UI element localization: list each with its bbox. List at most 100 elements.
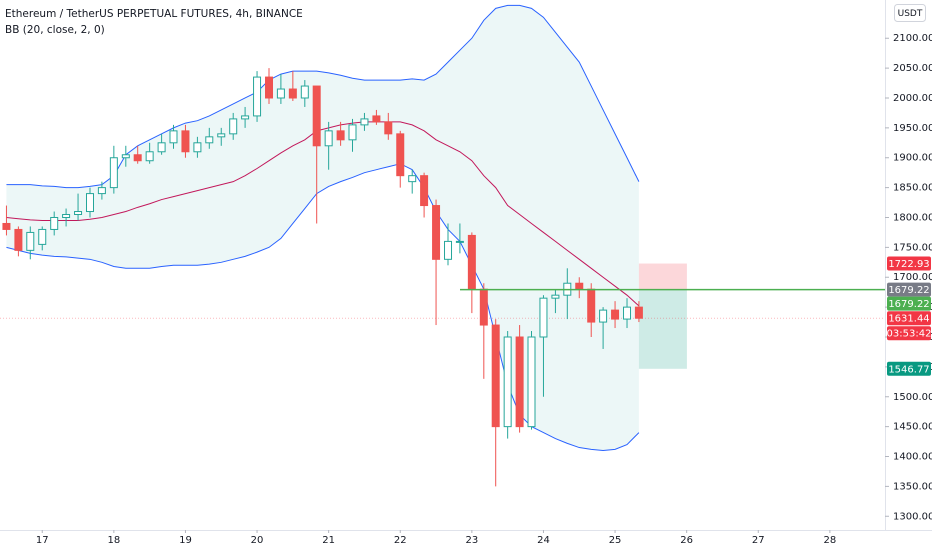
candle-body: [276, 88, 285, 99]
position-target-zone: [638, 289, 687, 369]
currency-label: USDT: [898, 9, 923, 19]
candle-body: [539, 297, 548, 338]
candle-body: [587, 288, 596, 323]
last-price-tag-label: 1631.44: [888, 314, 929, 325]
y-tick-label: 1500.00: [893, 392, 932, 403]
candle-body: [253, 76, 262, 117]
y-tick-label: 1300.00: [893, 511, 932, 522]
x-tick-label: 26: [680, 535, 693, 546]
entry-tag-label: 1679.22: [888, 299, 929, 310]
chart-title: Ethereum / TetherUS PERPETUAL FUTURES, 4…: [5, 8, 303, 20]
entry-tag: [887, 296, 931, 311]
x-tick-label: 18: [107, 535, 120, 546]
y-tick-label: 1750.00: [893, 242, 932, 253]
y-tick-label: 1850.00: [893, 183, 932, 194]
y-tick-label: 1900.00: [893, 153, 932, 164]
candle-body: [26, 231, 35, 251]
candle-body: [241, 115, 250, 120]
candle-body: [503, 336, 512, 428]
candle-body: [62, 214, 71, 218]
candle-body: [109, 157, 118, 189]
y-tick-label: 2100.00: [893, 33, 932, 44]
candle-body: [74, 211, 83, 216]
candle-body: [336, 130, 345, 141]
position-stop-zone: [638, 263, 687, 290]
target-tag-label: 1546.77: [888, 364, 929, 375]
candle-body: [193, 142, 202, 153]
candle-body: [300, 85, 309, 99]
x-tick-label: 28: [823, 535, 836, 546]
candle-body: [181, 130, 190, 153]
countdown-tag: [887, 326, 931, 341]
candle-body: [372, 115, 381, 123]
x-tick-label: 19: [179, 535, 192, 546]
candle-body: [348, 124, 357, 141]
candle-body: [455, 240, 464, 243]
candle-body: [324, 130, 333, 147]
candle-body: [265, 76, 274, 99]
x-tick-label: 25: [609, 535, 622, 546]
band-fill: [6, 5, 639, 451]
candle-body: [611, 309, 620, 320]
candle-body: [86, 193, 95, 213]
candle-body: [408, 175, 417, 183]
candle-body: [444, 240, 453, 260]
x-tick-label: 20: [251, 535, 264, 546]
candle-body: [360, 118, 369, 126]
y-tick-label: 1450.00: [893, 422, 932, 433]
candle-body: [121, 154, 130, 159]
candle-body: [2, 222, 11, 230]
x-tick-label: 23: [465, 535, 478, 546]
candle-body: [205, 136, 214, 144]
candle-body: [491, 324, 500, 428]
candle-body: [420, 175, 429, 207]
candle-body: [623, 306, 632, 320]
countdown-label: 03:53:42: [887, 329, 932, 340]
candle-body: [97, 187, 106, 195]
y-tick-label: 2050.00: [893, 63, 932, 74]
candle-body: [133, 154, 142, 162]
candle-body: [288, 88, 297, 99]
y-tick-label: 1700.00: [893, 272, 932, 283]
candle-body: [599, 309, 608, 323]
x-tick-label: 21: [322, 535, 335, 546]
line-tag-label: 1679.22: [888, 285, 929, 296]
candle-body: [467, 234, 476, 290]
y-tick-label: 1950.00: [893, 123, 932, 134]
stop-tag: [887, 256, 931, 271]
candle-body: [575, 282, 584, 290]
candle-body: [634, 306, 643, 319]
candle-body: [145, 151, 154, 162]
line-tag: [887, 282, 931, 297]
candle-body: [312, 85, 321, 147]
candle-body: [396, 133, 405, 177]
candle-body: [384, 121, 393, 135]
y-tick-label: 1400.00: [893, 452, 932, 463]
candle-body: [169, 130, 178, 144]
bollinger-basis: [6, 121, 640, 307]
stop-tag-label: 1722.93: [888, 259, 929, 270]
candle-body: [50, 216, 59, 230]
candle-body: [527, 336, 536, 428]
plot-area: [0, 4, 885, 487]
y-tick-label: 1800.00: [893, 212, 932, 223]
indicator-label: BB (20, close, 2, 0): [5, 24, 105, 36]
y-tick-label: 2000.00: [893, 93, 932, 104]
x-tick-label: 24: [537, 535, 550, 546]
x-tick-label: 22: [394, 535, 407, 546]
candle-body: [432, 205, 441, 260]
candle-body: [157, 142, 166, 153]
x-tick-label: 27: [752, 535, 765, 546]
x-tick-label: 17: [36, 535, 49, 546]
bollinger-lower: [6, 163, 640, 452]
target-tag: [887, 361, 931, 376]
last-price-tag: [887, 311, 931, 326]
candle-body: [229, 118, 238, 135]
candle-body: [217, 133, 226, 138]
candle-body: [38, 228, 47, 245]
candle-body: [14, 228, 23, 251]
candle-body: [479, 288, 488, 326]
currency-button[interactable]: [894, 4, 926, 22]
y-tick-label: 1350.00: [893, 481, 932, 492]
